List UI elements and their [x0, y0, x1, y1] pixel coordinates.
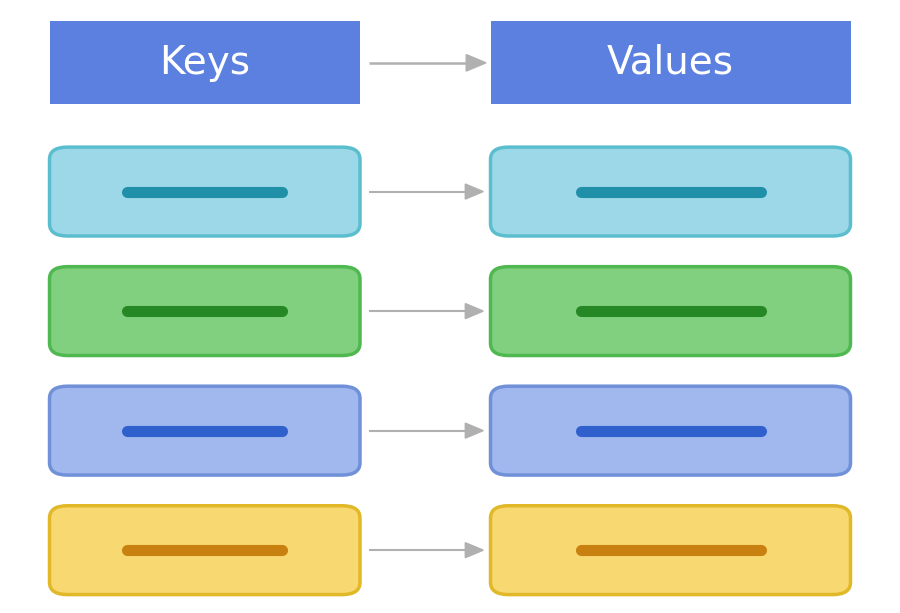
- Polygon shape: [465, 303, 483, 319]
- Bar: [50, 21, 360, 104]
- FancyBboxPatch shape: [50, 386, 360, 475]
- FancyBboxPatch shape: [491, 267, 850, 356]
- FancyBboxPatch shape: [491, 386, 850, 475]
- Text: Keys: Keys: [159, 44, 250, 82]
- Polygon shape: [465, 184, 483, 199]
- FancyBboxPatch shape: [491, 506, 850, 595]
- Polygon shape: [465, 423, 483, 438]
- Polygon shape: [466, 55, 486, 71]
- Polygon shape: [465, 543, 483, 558]
- FancyBboxPatch shape: [50, 147, 360, 236]
- FancyBboxPatch shape: [50, 506, 360, 595]
- FancyBboxPatch shape: [491, 147, 850, 236]
- FancyBboxPatch shape: [50, 267, 360, 356]
- Text: Values: Values: [607, 44, 734, 82]
- Bar: [491, 21, 850, 104]
